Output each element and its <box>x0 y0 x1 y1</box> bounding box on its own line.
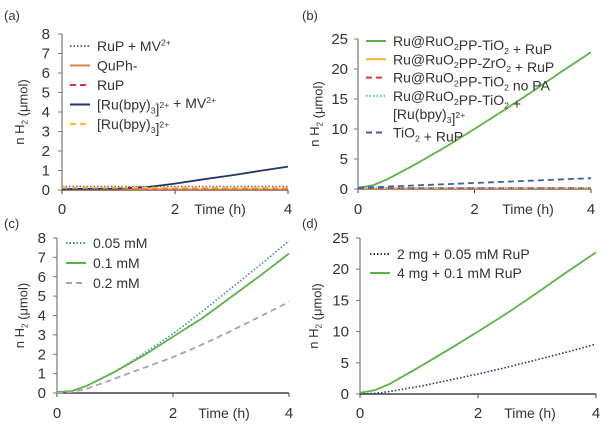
y-tick-label: 15 <box>331 91 348 108</box>
series-line <box>56 240 290 393</box>
series-line <box>56 301 290 394</box>
y-tick-label: 5 <box>340 151 348 168</box>
y-tick-label: 1 <box>38 366 46 383</box>
x-tick-label: 2 <box>470 201 478 218</box>
y-tick-label: 0 <box>340 181 348 198</box>
y-tick-label: 4 <box>42 104 50 121</box>
y-tick-label: 8 <box>38 230 46 247</box>
y-tick-label: 0 <box>42 182 50 199</box>
panel-label: (b) <box>302 8 318 23</box>
legend-label: Ru@RuO2PP-TiO2 + RuP <box>393 33 552 57</box>
y-tick-label: 15 <box>332 292 349 309</box>
legend-label: 0.1 mM <box>93 255 140 271</box>
series-line <box>357 177 592 189</box>
y-tick-label: 1 <box>42 163 50 180</box>
x-tick-label: 2 <box>474 405 482 422</box>
panel-label: (d) <box>302 216 318 231</box>
y-tick-label: 10 <box>332 324 349 341</box>
legend-label: TiO2 + RuP <box>393 125 463 145</box>
series-line <box>357 51 592 189</box>
y-tick-label: 20 <box>331 61 348 78</box>
y-tick-label: 5 <box>38 288 46 305</box>
x-axis-title: Time (h) <box>198 405 250 421</box>
legend-label: [Ru(bpy)3]2+ <box>97 116 169 136</box>
y-axis-title: n H2 (μmol) <box>12 79 31 144</box>
series-line <box>359 343 597 395</box>
y-tick-label: 8 <box>42 26 50 43</box>
series-line <box>56 252 290 393</box>
panel-label: (c) <box>4 216 19 231</box>
y-tick-label: 25 <box>332 230 349 247</box>
y-tick-label: 4 <box>38 308 46 325</box>
legend-label: [Ru(bpy)3]2+ + MV2+ <box>97 95 216 117</box>
x-tick-label: 4 <box>592 405 600 422</box>
x-axis-title: Time (h) <box>504 405 556 421</box>
y-axis-title: n H2 (μmol) <box>306 283 325 348</box>
legend-label: Ru@RuO2PP-TiO2 + <box>393 88 521 112</box>
x-axis-title: Time (h) <box>194 201 246 217</box>
y-tick-label: 5 <box>42 85 50 102</box>
x-tick-label: 0 <box>58 201 66 218</box>
chart-panel-a: (a) 0 1 2 3 4 5 6 7 8 0 2 4 Time (h) n H2 (μmol) RuP + … <box>4 8 292 218</box>
y-tick-label: 2 <box>42 143 50 160</box>
chart-panel-d: (d) 0 5 10 15 20 25 0 2 4 Time (h) n H2 (μmol) 2 mg … <box>302 216 600 422</box>
legend-label: [Ru(bpy)3]2+ <box>393 106 465 126</box>
y-tick-label: 25 <box>331 31 348 48</box>
legend-label: RuP + MV2+ <box>97 38 171 54</box>
legend-label: QuPh- <box>97 58 138 74</box>
y-axis-title: n H2 (μmol) <box>307 81 326 146</box>
chart-panel-c: (c) 0 1 2 3 4 5 6 7 8 0 2 4 Time (h) n H2 (μmol) 0.05 m… <box>4 216 293 422</box>
x-tick-label: 2 <box>171 201 179 218</box>
y-tick-label: 3 <box>38 327 46 344</box>
legend-label: 0.2 mM <box>93 275 140 291</box>
x-tick-label: 2 <box>169 405 177 422</box>
y-tick-label: 5 <box>341 355 349 372</box>
y-tick-label: 7 <box>42 46 50 63</box>
y-tick-label: 6 <box>38 269 46 286</box>
x-tick-label: 4 <box>587 201 595 218</box>
x-tick-label: 4 <box>284 201 292 218</box>
x-tick-label: 0 <box>356 405 364 422</box>
y-axis-title: n H2 (μmol) <box>12 283 31 348</box>
panel-label: (a) <box>4 8 20 23</box>
legend-label: 0.05 mM <box>93 235 147 251</box>
chart-panel-b: (b) 0 5 10 15 20 25 0 2 4 Time (h) n H2 (μmol) Ru@Ru… <box>302 8 595 218</box>
y-tick-label: 20 <box>332 261 349 278</box>
series-line <box>61 165 289 190</box>
legend-label: RuP <box>97 77 124 93</box>
legend-label: Ru@RuO2PP-TiO2 no PA <box>393 70 551 94</box>
legend-label: Ru@RuO2PP-ZrO2 + RuP <box>393 51 554 75</box>
y-tick-label: 2 <box>38 346 46 363</box>
legend-label: 4 mg + 0.1 mM RuP <box>397 265 522 281</box>
x-tick-label: 4 <box>285 405 293 422</box>
y-tick-label: 6 <box>42 65 50 82</box>
y-tick-label: 3 <box>42 124 50 141</box>
x-axis-title: Time (h) <box>502 201 554 217</box>
y-tick-label: 7 <box>38 249 46 266</box>
legend-label: 2 mg + 0.05 mM RuP <box>397 246 530 262</box>
x-tick-label: 0 <box>53 405 61 422</box>
y-tick-label: 0 <box>341 386 349 403</box>
series-line <box>359 251 597 394</box>
y-tick-label: 10 <box>331 121 348 138</box>
x-tick-label: 0 <box>354 201 362 218</box>
y-tick-label: 0 <box>38 385 46 402</box>
